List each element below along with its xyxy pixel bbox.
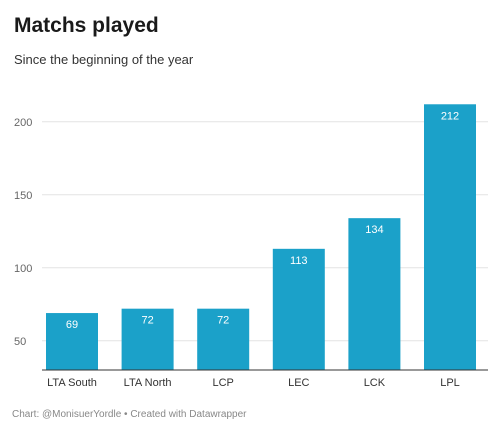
y-tick-label: 100 bbox=[14, 263, 32, 275]
bar-value-label: 113 bbox=[290, 255, 308, 267]
bar-value-label: 72 bbox=[217, 315, 229, 327]
y-tick-label: 50 bbox=[14, 336, 26, 348]
x-tick-label: LCK bbox=[364, 377, 386, 389]
x-tick-label: LTA South bbox=[47, 377, 97, 389]
bar-value-label: 134 bbox=[365, 224, 383, 236]
chart-subtitle: Since the beginning of the year bbox=[14, 52, 194, 67]
x-tick-label: LTA North bbox=[124, 377, 172, 389]
y-tick-label: 150 bbox=[14, 190, 32, 202]
chart-notes: Chart: @MonisuerYordle • Created with Da… bbox=[12, 409, 247, 420]
chart-title: Matchs played bbox=[14, 14, 159, 37]
bar-value-label: 212 bbox=[441, 110, 459, 122]
x-tick-label: LEC bbox=[288, 377, 309, 389]
x-tick-label: LCP bbox=[212, 377, 233, 389]
bar-lck bbox=[348, 218, 401, 370]
bar-lta-south bbox=[46, 313, 98, 370]
bar-lta-north bbox=[121, 308, 174, 370]
bar-value-label: 69 bbox=[66, 319, 78, 331]
x-tick-label: LPL bbox=[440, 377, 460, 389]
bar-lcp bbox=[197, 308, 250, 370]
bar-lec bbox=[272, 248, 325, 370]
bar-lpl bbox=[424, 104, 476, 370]
bar-value-label: 72 bbox=[141, 315, 153, 327]
y-tick-label: 200 bbox=[14, 117, 32, 129]
